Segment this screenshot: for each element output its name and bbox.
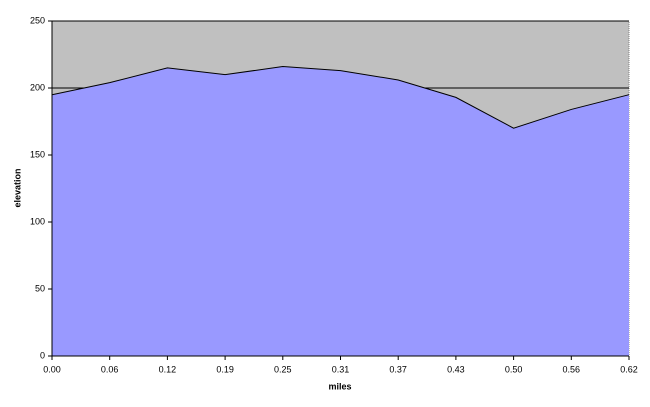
area-line xyxy=(51,66,630,129)
x-tick-label: 0.50 xyxy=(505,364,523,374)
x-tick-label: 0.00 xyxy=(43,364,61,374)
x-tick-label: 0.56 xyxy=(563,364,581,374)
x-tick-label: 0.19 xyxy=(216,364,234,374)
x-tick-label: 0.12 xyxy=(159,364,177,374)
x-tick-label: 0.43 xyxy=(447,364,465,374)
x-axis-title: miles xyxy=(328,381,351,391)
y-tick-label: 150 xyxy=(30,149,45,159)
x-tick-label: 0.31 xyxy=(332,364,350,374)
y-tick-label: 250 xyxy=(30,15,45,25)
y-tick-label: 100 xyxy=(30,216,45,226)
y-axis-title: elevation xyxy=(12,168,22,207)
y-tick-label: 0 xyxy=(40,350,45,360)
x-tick-label: 0.06 xyxy=(101,364,119,374)
x-tick-label: 0.62 xyxy=(620,364,638,374)
x-tick-label: 0.37 xyxy=(389,364,407,374)
y-tick-label: 50 xyxy=(35,283,45,293)
x-tick-label: 0.25 xyxy=(274,364,292,374)
y-tick-label: 200 xyxy=(30,82,45,92)
area xyxy=(52,66,629,356)
